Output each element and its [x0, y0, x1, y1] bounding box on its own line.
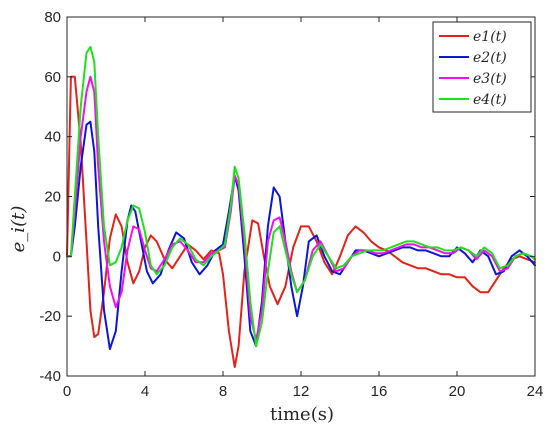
legend-label-2: e2(t): [473, 50, 507, 66]
x-tick-label: 16: [371, 383, 388, 400]
x-tick-label: 0: [63, 383, 71, 400]
y-tick-label: 40: [44, 129, 61, 146]
y-tick-label: -20: [39, 308, 61, 325]
y-tick-label: 80: [44, 9, 61, 26]
legend-label-3: e3(t): [473, 71, 507, 87]
y-tick-label: 0: [53, 248, 61, 265]
y-axis-title: e_i(t): [8, 206, 29, 253]
axes: 0 4 8 12 16 20 24 -40 -20 0 20 40 60 80: [39, 9, 543, 400]
series-line-2: [66, 120, 536, 351]
series-line-4: [66, 45, 536, 348]
x-tick-label: 4: [141, 383, 149, 400]
y-tick-label: -40: [39, 368, 61, 385]
series-layer: [66, 45, 536, 368]
legend-label-1: e1(t): [473, 29, 507, 45]
y-tick-label: 60: [44, 69, 61, 86]
legend: e1(t) e2(t) e3(t) e4(t): [432, 21, 532, 113]
x-tick-label: 12: [293, 383, 310, 400]
legend-label-4: e4(t): [473, 92, 507, 108]
x-tick-label: 24: [527, 383, 544, 400]
series-line-3: [66, 75, 536, 342]
x-axis-title: time(s): [270, 404, 334, 425]
x-tick-label: 20: [449, 383, 466, 400]
y-tick-label: 20: [44, 189, 61, 206]
x-tick-label: 8: [219, 383, 227, 400]
